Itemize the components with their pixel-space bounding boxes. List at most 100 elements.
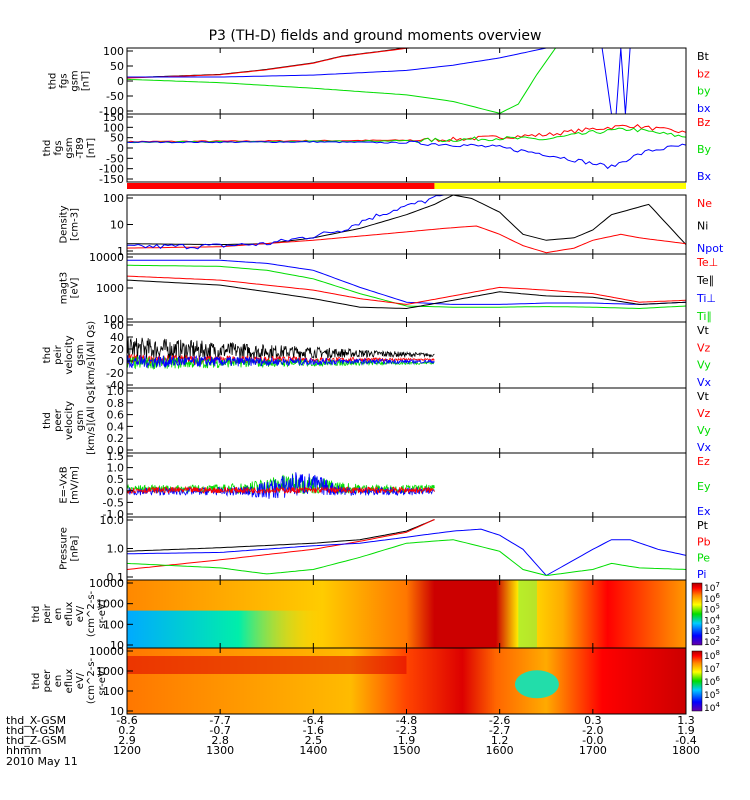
mode-bar-yellow [434,183,686,189]
legend-item: Pi [697,568,706,581]
legend-item: Ne [697,197,712,210]
y-tick-label: 60 [110,319,124,332]
mode-bar-red [127,183,435,189]
y-tick-label: 10000 [89,577,124,590]
series-line-fgs-2 [127,48,557,114]
y-tick-label: -50 [106,90,124,103]
series-line-pressure-1 [127,519,435,570]
noise-series-efield-2 [127,485,435,495]
date-label: 2010 May 11 [6,755,78,768]
y-axis-label: [cm-3] [70,208,81,241]
y-tick-label: 10000 [89,645,124,658]
y-tick-label: 1.0 [107,385,125,398]
ephemeris-value: 1400 [299,744,327,757]
spectrogram-peer_spec [127,648,686,714]
ephemeris-value: 1500 [393,744,421,757]
y-axis-label: thd [48,73,59,90]
legend-item: Ex [697,505,711,518]
y-tick-label: 1000 [96,665,124,678]
legend-item: Ey [697,480,711,493]
y-axis-label: [nPa] [70,535,81,561]
panel-frame-fgs_t89 [126,113,687,183]
spectrogram-band [127,656,407,674]
legend-item: Vz [697,341,711,354]
y-tick-label: 0.5 [107,473,125,486]
series-line-pressure-0 [127,519,435,552]
y-tick-label: 100 [103,685,124,698]
y-axis-label: peir [53,344,64,364]
y-tick-label: 0.2 [107,432,125,445]
ephemeris-value: 2.5 [305,734,323,747]
y-axis-label: peir [42,603,53,623]
legend-item: Bz [697,116,711,129]
ephemeris-value: 1800 [672,744,700,757]
ephemeris-value: -1.6 [303,724,324,737]
ephemeris-value: 2.8 [211,734,229,747]
y-tick-label: 100 [103,618,124,631]
legend-item: Bx [697,170,712,183]
y-axis-label: en [53,608,64,621]
y-axis-label: peer [53,408,64,432]
legend-item: Ez [697,455,710,468]
y-axis-label: gsm [75,410,86,431]
y-tick-label: 0.1 [107,571,125,584]
ephemeris-value: -2.7 [489,724,510,737]
y-tick-label: 40 [110,331,124,344]
ephemeris-value: 0.2 [118,724,136,737]
y-axis-label: Pressure [59,527,70,570]
y-axis-label: velocity [64,401,75,440]
y-axis-label: eflux [64,602,75,627]
noise-series-peir_velocity-3 [127,355,435,369]
ephemeris-value: -4.8 [396,714,417,727]
legend-item: Vy [697,359,711,372]
y-tick-label: 0 [117,142,124,155]
ephemeris-value: 1200 [113,744,141,757]
y-axis-label: thd [31,606,42,623]
y-axis-label: fgs [59,73,70,88]
y-axis-label: en [53,675,64,688]
legend-item: Npot [697,242,724,255]
legend-item: Pb [697,535,711,548]
y-axis-label: peer [42,669,53,693]
y-axis-label: eflux [64,669,75,694]
ephemeris-row-label: thd_X-GSM [6,714,66,727]
ephemeris-value: 1.3 [677,714,695,727]
y-axis-label: fgs [53,140,64,155]
y-tick-label: 10 [110,639,124,652]
series-line-temperature-3 [127,279,686,310]
legend-item: Bt [697,50,710,63]
legend-item: Ni [697,220,708,233]
y-axis-label: thd [42,140,53,157]
legend-item: Te⊥ [696,256,718,269]
y-tick-label: 100 [103,45,124,58]
y-tick-label: 1000 [96,282,124,295]
series-line-density-2 [127,195,444,250]
y-axis-label: thd [42,347,53,364]
y-axis-label: eV/ [75,672,86,689]
series-line-fgs_t89-2 [127,140,686,170]
y-tick-label: 1000 [96,598,124,611]
legend-item: by [697,85,711,98]
y-tick-label: -100 [99,105,124,118]
colorbar-tick-label: 105 [704,688,720,701]
spectrogram-band [518,580,537,648]
y-tick-label: 10 [110,219,124,232]
y-tick-label: 100 [103,313,124,326]
colorbar-tick-label: 107 [704,662,720,675]
legend-item: bz [697,67,710,80]
y-tick-label: 10 [110,705,124,718]
colorbar [691,582,703,646]
chart-title: P3 (TH-D) fields and ground moments over… [208,28,542,44]
panel-frame-fgs [126,47,687,115]
y-tick-label: 1.5 [107,450,125,463]
y-axis-label: sr-eV) [97,666,108,695]
y-axis-label: [nT] [86,138,97,158]
legend-item: By [697,143,712,156]
ephemeris-value: -0.0 [582,734,603,747]
series-line-temperature-2 [127,275,686,305]
colorbar [691,650,703,712]
series-line-pressure-2 [127,528,686,577]
y-tick-label: 0 [117,355,124,368]
series-line-fgs-1 [127,48,410,79]
